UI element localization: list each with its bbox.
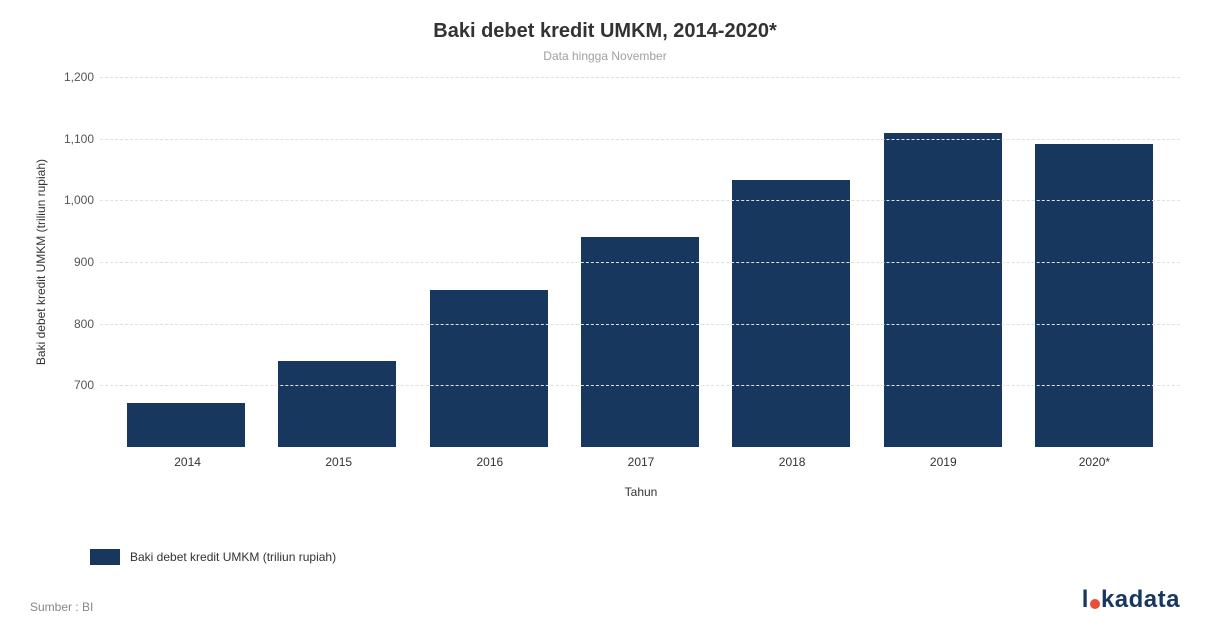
chart-title: Baki debet kredit UMKM, 2014-2020* [30, 20, 1180, 43]
x-tick-label: 2014 [112, 455, 263, 469]
y-tick-label: 700 [74, 378, 94, 392]
y-tick-label: 800 [74, 317, 94, 331]
legend-label: Baki debet kredit UMKM (triliun rupiah) [130, 550, 336, 564]
brand-logo: l kadata [1082, 586, 1180, 614]
gridline [100, 385, 1180, 386]
source-text: Sumber : BI [30, 600, 93, 614]
bar [430, 290, 548, 447]
y-tick-label: 900 [74, 255, 94, 269]
y-tick-label: 1,200 [64, 70, 94, 84]
x-axis-title: Tahun [102, 485, 1180, 499]
gridline [100, 200, 1180, 201]
x-tick-label: 2019 [868, 455, 1019, 469]
gridline [100, 262, 1180, 263]
y-tick-label: 1,000 [64, 193, 94, 207]
x-tick-label: 2017 [565, 455, 716, 469]
brand-dot-icon [1090, 599, 1100, 609]
footer: Sumber : BI l kadata [0, 586, 1210, 614]
bar [884, 133, 1002, 448]
chart-container: Baki debet kredit UMKM, 2014-2020* Data … [0, 0, 1210, 628]
gridline [100, 139, 1180, 140]
brand-text-left: l [1082, 586, 1089, 614]
legend-swatch [90, 549, 120, 565]
brand-text-right: kadata [1101, 586, 1180, 614]
chart-subtitle: Data hingga November [30, 49, 1180, 63]
x-axis: 2014201520162017201820192020* [102, 447, 1180, 469]
x-tick-label: 2016 [414, 455, 565, 469]
bar [581, 237, 699, 447]
x-tick-label: 2020* [1019, 455, 1170, 469]
bar [1035, 144, 1153, 447]
y-tick-label: 1,100 [64, 132, 94, 146]
x-tick-label: 2018 [717, 455, 868, 469]
chart-area: Baki debet kredit UMKM (triliun rupiah) … [30, 77, 1180, 447]
gridline [100, 77, 1180, 78]
x-tick-label: 2015 [263, 455, 414, 469]
bar [732, 180, 850, 447]
legend: Baki debet kredit UMKM (triliun rupiah) [90, 549, 1180, 565]
y-axis: 1,2001,1001,000900800700 [52, 77, 100, 447]
gridline [100, 324, 1180, 325]
y-axis-title: Baki debet kredit UMKM (triliun rupiah) [30, 159, 52, 365]
bar [278, 361, 396, 447]
plot-area [100, 77, 1180, 447]
bar [127, 403, 245, 447]
